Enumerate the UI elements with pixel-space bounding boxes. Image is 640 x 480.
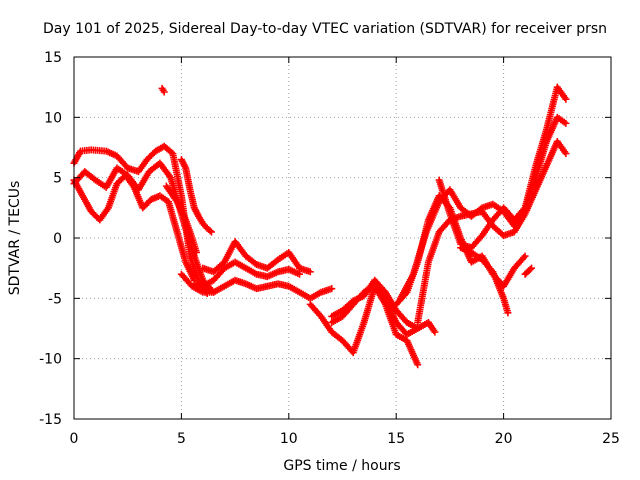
- data-point-marker: [206, 227, 214, 235]
- series-track-16: [457, 244, 512, 317]
- x-tick-label: 5: [177, 431, 186, 447]
- data-point-marker: [528, 264, 536, 272]
- x-tick-label: 25: [602, 431, 620, 447]
- data-point-marker: [504, 309, 512, 317]
- y-tick-label: -15: [39, 412, 62, 428]
- series-track-6: [199, 238, 314, 276]
- data-point-marker: [296, 270, 304, 278]
- series-track-9: [306, 282, 422, 369]
- data-point-marker: [414, 325, 422, 332]
- data-point-marker: [207, 228, 215, 236]
- x-tick-label: 0: [70, 431, 79, 447]
- data-point-marker: [306, 268, 314, 276]
- data-point-marker: [562, 95, 570, 103]
- y-tick-label: -10: [39, 352, 62, 368]
- data-point-marker: [521, 252, 529, 260]
- x-tick-label: 10: [280, 431, 298, 447]
- series-track-5: [177, 270, 336, 302]
- series-track-15: [435, 83, 570, 252]
- axis-ticks: 0 5 10 15 20 25 -15 -10 -5 0 5 10 15: [39, 50, 620, 447]
- series-track-4: [162, 182, 200, 256]
- data-point-marker: [562, 119, 570, 127]
- series-track-11: [328, 280, 422, 339]
- y-tick-label: 10: [44, 110, 62, 126]
- series-track-18: [158, 84, 168, 96]
- data-point-marker: [526, 265, 534, 273]
- data-point-marker: [562, 150, 570, 158]
- series-track-17: [521, 264, 536, 278]
- data-point-marker: [192, 248, 200, 256]
- series-track-3: [70, 171, 198, 284]
- data-point-marker: [520, 254, 528, 262]
- x-axis-title: GPS time / hours: [283, 458, 400, 474]
- y-axis-title: SDTVAR / TECUs: [7, 181, 23, 296]
- data-point-marker: [160, 88, 168, 96]
- y-tick-label: 15: [44, 50, 62, 66]
- series-track-7: [190, 258, 304, 290]
- data-point-marker: [328, 285, 336, 293]
- x-tick-label: 15: [387, 431, 405, 447]
- data-point-marker: [520, 205, 528, 213]
- series-track-8: [177, 156, 215, 236]
- y-tick-label: -5: [48, 291, 62, 307]
- data-point-marker: [431, 328, 439, 336]
- y-tick-label: 0: [53, 231, 62, 247]
- series-track-14: [414, 137, 570, 326]
- data-marks: [70, 83, 570, 369]
- y-tick-label: 5: [53, 171, 62, 187]
- chart-title: Day 101 of 2025, Sidereal Day-to-day VTE…: [43, 21, 607, 37]
- x-tick-label: 20: [495, 431, 513, 447]
- data-point-marker: [414, 361, 422, 369]
- grid-lines: [74, 57, 611, 419]
